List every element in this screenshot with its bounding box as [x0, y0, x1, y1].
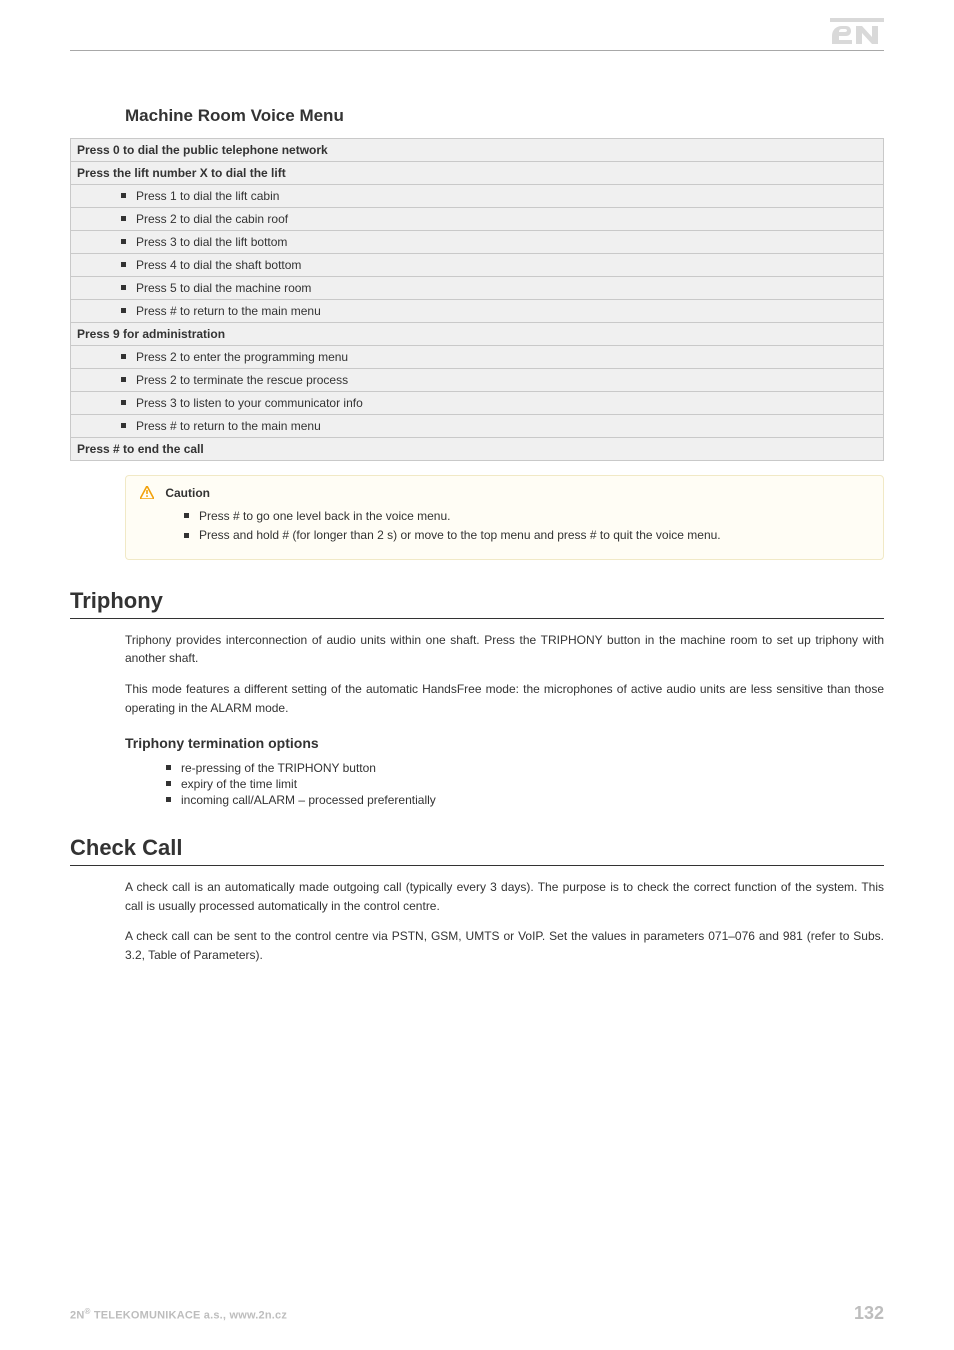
bullet-icon	[121, 354, 126, 359]
voice-menu-row: Press 1 to dial the lift cabin	[71, 185, 884, 208]
caution-item-text: Press and hold # (for longer than 2 s) o…	[199, 528, 721, 542]
voice-menu-text: Press # to end the call	[77, 442, 204, 456]
voice-menu-row: Press the lift number X to dial the lift	[71, 162, 884, 185]
bullet-icon	[121, 377, 126, 382]
bullet-icon	[121, 239, 126, 244]
triphony-p1: Triphony provides interconnection of aud…	[125, 631, 884, 668]
caution-item: Press # to go one level back in the voic…	[184, 508, 869, 525]
caution-label: Caution	[165, 486, 210, 500]
voice-menu-text: Press 2 to dial the cabin roof	[136, 212, 288, 226]
bullet-icon	[166, 765, 171, 770]
list-item-text: re-pressing of the TRIPHONY button	[181, 761, 376, 775]
checkcall-heading: Check Call	[70, 835, 884, 866]
footer-page-number: 132	[854, 1303, 884, 1324]
voice-menu-row: Press 3 to dial the lift bottom	[71, 231, 884, 254]
voice-menu-row: Press 3 to listen to your communicator i…	[71, 392, 884, 415]
page: Machine Room Voice Menu Press 0 to dial …	[0, 0, 954, 1350]
list-item: incoming call/ALARM – processed preferen…	[166, 793, 884, 807]
caution-item: Press and hold # (for longer than 2 s) o…	[184, 527, 869, 544]
caution-title-row: Caution	[140, 486, 869, 502]
bullet-icon	[121, 262, 126, 267]
voice-menu-row: Press # to return to the main menu	[71, 300, 884, 323]
voice-menu-text: Press # to return to the main menu	[136, 419, 321, 433]
list-item-text: expiry of the time limit	[181, 777, 297, 791]
triphony-heading: Triphony	[70, 588, 884, 619]
checkcall-p1: A check call is an automatically made ou…	[125, 878, 884, 915]
voice-menu-text: Press the lift number X to dial the lift	[77, 166, 286, 180]
list-item-text: incoming call/ALARM – processed preferen…	[181, 793, 436, 807]
caution-item-text: Press # to go one level back in the voic…	[199, 509, 450, 523]
bullet-icon	[121, 400, 126, 405]
footer-brand-prefix: 2N	[70, 1310, 84, 1322]
bullet-icon	[121, 193, 126, 198]
caution-list: Press # to go one level back in the voic…	[184, 508, 869, 545]
voice-menu-text: Press 5 to dial the machine room	[136, 281, 311, 295]
checkcall-p2: A check call can be sent to the control …	[125, 927, 884, 964]
bullet-icon	[184, 513, 189, 518]
voice-menu-text: Press 2 to terminate the rescue process	[136, 373, 348, 387]
voice-menu-text: Press 4 to dial the shaft bottom	[136, 258, 301, 272]
voice-menu-text: Press 3 to dial the lift bottom	[136, 235, 287, 249]
bullet-icon	[121, 308, 126, 313]
voice-menu-row: Press 2 to terminate the rescue process	[71, 369, 884, 392]
voice-menu-row: Press 9 for administration	[71, 323, 884, 346]
bullet-icon	[166, 781, 171, 786]
bullet-icon	[121, 216, 126, 221]
voice-menu-table: Press 0 to dial the public telephone net…	[70, 138, 884, 461]
voice-menu-text: Press 0 to dial the public telephone net…	[77, 143, 328, 157]
list-item: re-pressing of the TRIPHONY button	[166, 761, 884, 775]
voice-menu-text: Press # to return to the main menu	[136, 304, 321, 318]
caution-box: Caution Press # to go one level back in …	[125, 475, 884, 560]
bullet-icon	[121, 423, 126, 428]
brand-logo	[830, 18, 884, 48]
voice-menu-text: Press 3 to listen to your communicator i…	[136, 396, 363, 410]
header-rule	[70, 50, 884, 51]
bullet-icon	[121, 285, 126, 290]
voice-menu-row: Press 2 to dial the cabin roof	[71, 208, 884, 231]
voice-menu-row: Press # to return to the main menu	[71, 415, 884, 438]
list-item: expiry of the time limit	[166, 777, 884, 791]
warning-icon	[140, 488, 157, 502]
footer-brand-rest: TELEKOMUNIKACE a.s., www.2n.cz	[91, 1310, 288, 1322]
footer: 2N® TELEKOMUNIKACE a.s., www.2n.cz 132	[70, 1303, 884, 1324]
bullet-icon	[166, 797, 171, 802]
voice-menu-row: Press 2 to enter the programming menu	[71, 346, 884, 369]
footer-left: 2N® TELEKOMUNIKACE a.s., www.2n.cz	[70, 1307, 287, 1322]
triphony-bullets: re-pressing of the TRIPHONY button expiry…	[166, 761, 884, 807]
triphony-sub-heading: Triphony termination options	[125, 735, 884, 751]
voice-menu-text: Press 2 to enter the programming menu	[136, 350, 348, 364]
machine-room-heading: Machine Room Voice Menu	[125, 106, 884, 126]
voice-menu-text: Press 1 to dial the lift cabin	[136, 189, 279, 203]
triphony-p2: This mode features a different setting o…	[125, 680, 884, 717]
bullet-icon	[184, 533, 189, 538]
voice-menu-row: Press 5 to dial the machine room	[71, 277, 884, 300]
voice-menu-row: Press 0 to dial the public telephone net…	[71, 139, 884, 162]
voice-menu-row: Press 4 to dial the shaft bottom	[71, 254, 884, 277]
voice-menu-row: Press # to end the call	[71, 438, 884, 461]
voice-menu-text: Press 9 for administration	[77, 327, 225, 341]
